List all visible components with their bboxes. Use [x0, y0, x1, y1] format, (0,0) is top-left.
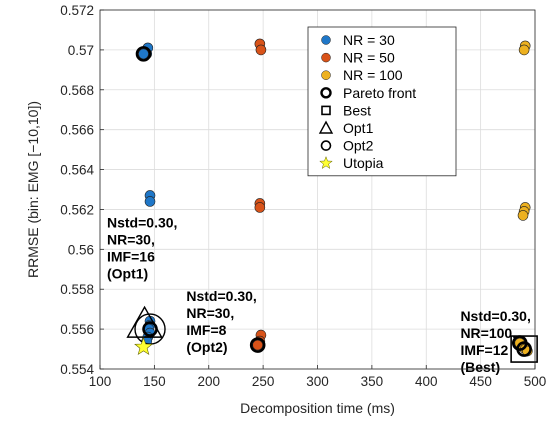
x-tick-label: 300	[306, 374, 329, 389]
y-tick-label: 0.57	[68, 43, 94, 58]
x-tick-label: 150	[143, 374, 166, 389]
y-axis-label: RRMSE (bin: EMG [−10,10])	[25, 101, 41, 278]
y-tick-label: 0.558	[60, 282, 94, 297]
y-tick-label: 0.562	[60, 202, 94, 217]
data-point	[255, 44, 267, 56]
pareto-front-marker	[516, 341, 532, 357]
legend-dot-marker	[321, 52, 331, 63]
legend-label: Opt1	[343, 120, 374, 136]
legend-triangle-marker	[318, 120, 334, 134]
x-tick-label: 450	[469, 374, 492, 389]
legend-label: Pareto front	[343, 85, 416, 101]
annotation-line: (Opt2)	[186, 339, 227, 355]
y-tick-label: 0.564	[60, 163, 94, 178]
data-point	[254, 202, 266, 213]
annotation-line: IMF=16	[107, 248, 155, 264]
legend-ring-marker	[320, 87, 332, 99]
annotation-line: Nstd=0.30,	[186, 288, 256, 304]
annotation-line: NR=100,	[460, 325, 516, 341]
x-tick-label: 500	[524, 374, 547, 389]
legend-label: Utopia	[343, 155, 384, 171]
annotations: Nstd=0.30, NR=30, IMF=16 (Opt1)Nstd=0.30, NR…	[107, 214, 531, 375]
y-tick-label: 0.56	[68, 242, 94, 257]
annotation-line: IMF=8	[186, 322, 226, 338]
y-tick-label: 0.572	[60, 3, 94, 18]
legend-dot-marker	[321, 35, 331, 45]
x-tick-label: 350	[361, 374, 384, 389]
legend-label: NR = 50	[343, 50, 395, 66]
annotation-label: Nstd=0.30, NR=100, IMF=12 (Best)	[460, 308, 530, 375]
annotation-line: Nstd=0.30,	[107, 214, 177, 230]
data-point	[517, 210, 529, 221]
legend-square-marker	[321, 105, 331, 116]
legend-box	[307, 26, 457, 177]
legend-label: NR = 100	[343, 67, 403, 83]
y-tick-label: 0.556	[60, 322, 94, 337]
legend-label: Opt2	[343, 138, 374, 154]
annotation-label: Nstd=0.30, NR=30, IMF=8 (Opt2)	[186, 288, 256, 355]
annotation-line: IMF=12	[460, 342, 508, 358]
data-point	[138, 48, 149, 60]
y-tick-label: 0.566	[60, 123, 94, 138]
legend-label: NR = 30	[343, 32, 395, 48]
x-axis-label: Decomposition time (ms)	[240, 400, 395, 416]
annotation-line: NR=30,	[107, 231, 155, 247]
plot-frame	[99, 9, 536, 370]
y-tick-label: 0.554	[60, 362, 94, 377]
x-tick-label: 400	[415, 374, 438, 389]
data-point	[518, 44, 530, 56]
special-markers	[126, 46, 538, 363]
annotation-label: Nstd=0.30, NR=30, IMF=16 (Opt1)	[107, 214, 177, 281]
pareto-front-marker	[135, 46, 152, 62]
legend-dot-marker	[321, 70, 331, 80]
x-tick-label: 100	[89, 374, 112, 389]
x-tick-label: 200	[197, 374, 220, 389]
legend-label: Best	[343, 102, 371, 118]
legend-circle-marker	[320, 140, 332, 151]
data-point	[252, 339, 263, 351]
tick-labels: 100 150 200 250 300 350 400 450 500 0.554 0.556 0.5…	[60, 3, 546, 389]
data-point	[144, 196, 156, 207]
annotation-line: (Best)	[460, 359, 500, 375]
utopia-marker	[134, 337, 153, 356]
pareto-front-marker	[249, 337, 266, 353]
annotation-line: (Opt1)	[107, 265, 148, 281]
annotation-line: Nstd=0.30,	[460, 308, 530, 324]
legend-star-marker	[319, 155, 333, 170]
annotation-line: NR=30,	[186, 305, 234, 321]
y-tick-label: 0.568	[60, 83, 94, 98]
best-marker	[510, 335, 538, 363]
x-tick-label: 250	[252, 374, 275, 389]
